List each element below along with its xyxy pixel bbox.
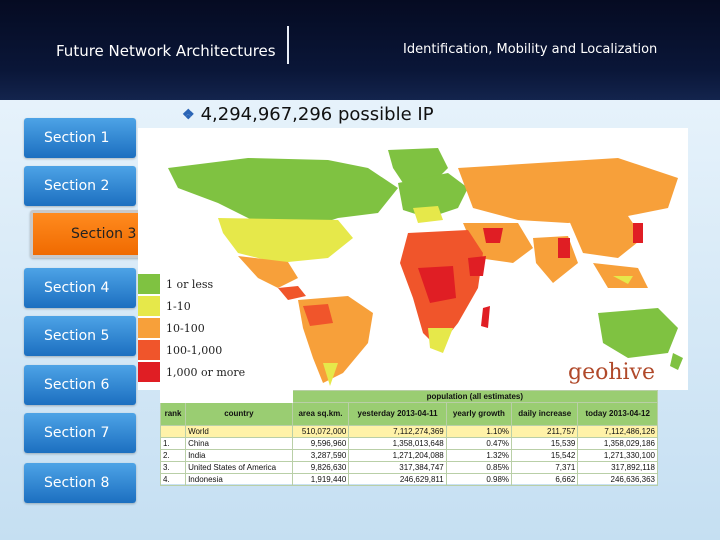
- legend-label: 1-10: [166, 299, 191, 313]
- table-row: 1. China 9,596,960 1,358,013,648 0.47% 1…: [159, 437, 658, 450]
- header-right-title: Identification, Mobility and Localizatio…: [403, 42, 658, 57]
- bullet-point: ❖ 4,294,967,296 possible IP: [182, 104, 434, 125]
- table-header: area sq.km.: [291, 402, 350, 426]
- table-cell: 3,287,590: [291, 449, 350, 462]
- population-table: population (all estimates) rank country …: [159, 390, 659, 486]
- table-cell: [159, 425, 187, 438]
- table-cell: 1,271,330,100: [577, 449, 658, 462]
- table-cell: 7,371: [511, 461, 579, 474]
- table-group-header: population (all estimates): [291, 390, 659, 403]
- legend-swatch: [138, 274, 160, 294]
- table-cell: 1,919,440: [291, 473, 350, 486]
- table-cell: United States of America: [185, 461, 293, 474]
- table-cell: 3.: [159, 461, 187, 474]
- table-header: yearly growth: [445, 402, 513, 426]
- table-cell: 211,757: [511, 425, 579, 438]
- table-cell: 7,112,486,126: [577, 425, 658, 438]
- nav-item-label: Section 1: [44, 130, 110, 146]
- table-cell: 510,072,000: [291, 425, 350, 438]
- nav-section-2-button[interactable]: Section 2: [24, 166, 136, 206]
- legend-label: 10-100: [166, 321, 205, 335]
- nav-item-label: Section 8: [44, 475, 110, 491]
- table-cell: 317,384,747: [348, 461, 447, 474]
- table-blank-cell: [160, 390, 293, 403]
- legend-swatch: [138, 362, 160, 382]
- nav-section-8-button[interactable]: Section 8: [24, 463, 136, 503]
- table-cell: 1,358,013,648: [348, 437, 447, 450]
- table-cell: 1.32%: [445, 449, 513, 462]
- table-cell: 9,596,960: [291, 437, 350, 450]
- table-cell: World: [185, 425, 293, 438]
- legend-item: 10-100: [138, 317, 245, 339]
- table-cell: 0.85%: [445, 461, 513, 474]
- nav-section-7-button[interactable]: Section 7: [24, 413, 136, 453]
- table-cell: 1,271,204,088: [348, 449, 447, 462]
- nav-section-5-button[interactable]: Section 5: [24, 316, 136, 356]
- legend-label: 1 or less: [166, 277, 214, 291]
- header-left-title: Future Network Architectures: [56, 42, 276, 60]
- legend-label: 100-1,000: [166, 343, 223, 357]
- bullet-text: 4,294,967,296 possible IP: [200, 104, 434, 125]
- table-header: today 2013-04-12: [577, 402, 658, 426]
- table-row: 3. United States of America 9,826,630 31…: [159, 461, 658, 474]
- table-cell: 15,542: [511, 449, 579, 462]
- map-legend: 1 or less 1-10 10-100 100-1,000 1,000 or…: [138, 273, 245, 383]
- legend-item: 100-1,000: [138, 339, 245, 361]
- table-cell: 1.: [159, 437, 187, 450]
- legend-swatch: [138, 340, 160, 360]
- table-cell: 0.47%: [445, 437, 513, 450]
- table-row: 4. Indonesia 1,919,440 246,629,811 0.98%…: [159, 473, 658, 486]
- table-row: 2. India 3,287,590 1,271,204,088 1.32% 1…: [159, 449, 658, 462]
- table-row: World 510,072,000 7,112,274,369 1.10% 21…: [159, 425, 658, 438]
- nav-section-1-button[interactable]: Section 1: [24, 118, 136, 158]
- table-cell: 6,662: [511, 473, 579, 486]
- legend-item: 1 or less: [138, 273, 245, 295]
- nav-section-6-button[interactable]: Section 6: [24, 365, 136, 405]
- legend-item: 1-10: [138, 295, 245, 317]
- table-header: daily increase: [511, 402, 579, 426]
- table-cell: 9,826,630: [291, 461, 350, 474]
- legend-swatch: [138, 318, 160, 338]
- table-cell: 246,636,363: [577, 473, 658, 486]
- nav-section-4-button[interactable]: Section 4: [24, 268, 136, 308]
- nav-item-label: Section 5: [44, 328, 110, 344]
- legend-label: 1,000 or more: [166, 365, 246, 379]
- legend-item: 1,000 or more: [138, 361, 245, 383]
- table-header: yesterday 2013-04-11: [348, 402, 447, 426]
- table-cell: 0.98%: [445, 473, 513, 486]
- table-header: country: [185, 402, 293, 426]
- table-cell: 246,629,811: [348, 473, 447, 486]
- header-divider: [287, 26, 289, 64]
- nav-item-label: Section 2: [44, 178, 110, 194]
- table-cell: 4.: [159, 473, 187, 486]
- table-cell: 1.10%: [445, 425, 513, 438]
- nav-item-label: Section 3: [71, 226, 137, 242]
- table-cell: 317,892,118: [577, 461, 658, 474]
- table-cell: India: [185, 449, 293, 462]
- table-cell: 1,358,029,186: [577, 437, 658, 450]
- nav-item-label: Section 7: [44, 425, 110, 441]
- world-map-image: [138, 128, 688, 390]
- table-cell: Indonesia: [185, 473, 293, 486]
- legend-swatch: [138, 296, 160, 316]
- table-cell: 2.: [159, 449, 187, 462]
- nav-section-3-button[interactable]: Section 3: [30, 210, 158, 258]
- table-cell: 7,112,274,369: [348, 425, 447, 438]
- geohive-logo: geohive: [568, 360, 656, 385]
- nav-item-label: Section 4: [44, 280, 110, 296]
- table-header: rank: [159, 402, 187, 426]
- nav-item-label: Section 6: [44, 377, 110, 393]
- table-cell: 15,539: [511, 437, 579, 450]
- table-cell: China: [185, 437, 293, 450]
- bullet-icon: ❖: [182, 106, 195, 122]
- slide-header: Future Network Architectures Identificat…: [0, 0, 720, 100]
